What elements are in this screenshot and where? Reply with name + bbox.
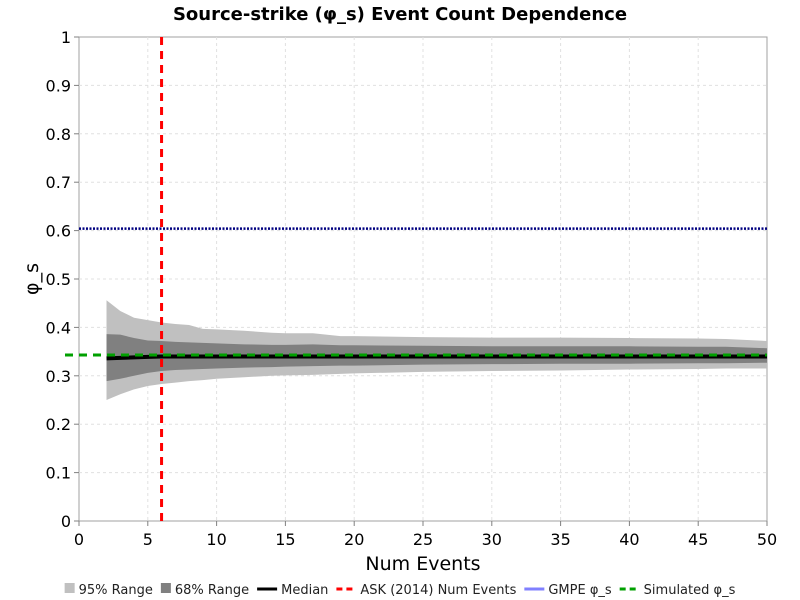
legend: 95% Range 68% Range Median ASK (2014) Num E… [64, 583, 736, 598]
x-tick-label: 40 [619, 530, 639, 549]
x-tick-label: 10 [206, 530, 226, 549]
y-tick-label: 0 [61, 512, 71, 531]
y-tick-label: 0.2 [46, 415, 71, 434]
y-tick-label: 0.6 [46, 222, 71, 241]
y-tick-label: 0.3 [46, 367, 71, 386]
y-tick-label: 0.5 [46, 270, 71, 289]
legend-item: GMPE φ_s [524, 583, 612, 598]
legend-item: ASK (2014) Num Events [336, 583, 517, 598]
y-axis-title: φ_s [21, 263, 43, 295]
legend-label: 95% Range [79, 583, 153, 598]
reference-lines [65, 37, 767, 521]
x-tick-label: 50 [757, 530, 777, 549]
legend-swatch [64, 583, 75, 593]
y-tick-label: 0.7 [46, 173, 71, 192]
legend-item: 68% Range [160, 583, 249, 598]
x-tick-label: 20 [344, 530, 364, 549]
legend-label: Simulated φ_s [644, 583, 736, 598]
series-lines [106, 354, 767, 361]
legend-item: Simulated φ_s [619, 583, 736, 598]
chart-title: Source-strike (φ_s) Event Count Dependen… [173, 4, 627, 25]
y-axis-ticks: 0 0.1 0.2 0.3 0.4 0.5 0.6 0.7 0.8 0.9 1 [46, 28, 79, 531]
legend-label: 68% Range [175, 583, 249, 598]
legend-label: ASK (2014) Num Events [360, 583, 516, 598]
x-tick-label: 35 [550, 530, 570, 549]
x-tick-label: 0 [74, 530, 84, 549]
x-tick-label: 25 [413, 530, 433, 549]
x-tick-label: 15 [275, 530, 295, 549]
x-axis-title: Num Events [365, 553, 480, 575]
legend-swatch [160, 583, 171, 593]
legend-item: 95% Range [64, 583, 153, 598]
y-tick-label: 1 [61, 28, 71, 47]
y-tick-label: 0.9 [46, 76, 71, 95]
y-tick-label: 0.1 [46, 464, 71, 483]
line-median [106, 354, 767, 361]
legend-label: Median [281, 583, 328, 598]
y-tick-label: 0.4 [46, 318, 71, 337]
y-tick-label: 0.8 [46, 125, 71, 144]
grid-lines [79, 37, 767, 521]
x-tick-label: 45 [688, 530, 708, 549]
x-axis-ticks: 0 5 10 15 20 25 30 35 40 45 50 [74, 521, 777, 549]
x-tick-label: 30 [482, 530, 502, 549]
x-tick-label: 5 [143, 530, 153, 549]
legend-label: GMPE φ_s [548, 583, 612, 598]
legend-item: Median [257, 583, 328, 598]
